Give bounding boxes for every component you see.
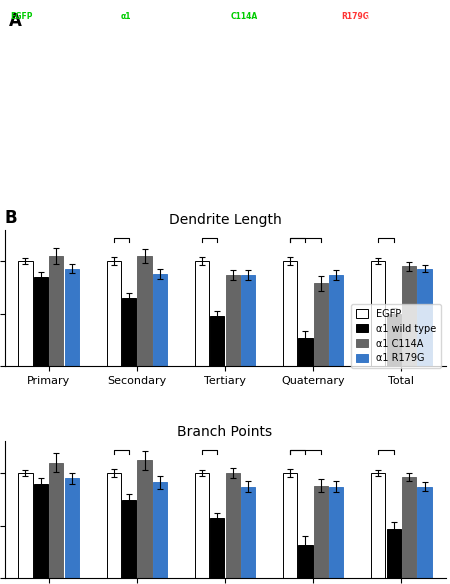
Bar xyxy=(329,275,343,366)
Text: *: * xyxy=(126,515,132,528)
Bar xyxy=(153,274,167,366)
Text: C114A: C114A xyxy=(230,12,258,21)
Bar xyxy=(225,275,240,366)
Bar xyxy=(107,261,121,366)
Text: *: * xyxy=(126,312,132,325)
Text: R179G: R179G xyxy=(341,12,369,21)
Bar xyxy=(298,544,313,578)
Text: *: * xyxy=(391,544,397,557)
Text: *: * xyxy=(302,354,309,367)
Bar xyxy=(18,261,32,366)
Bar xyxy=(210,518,225,578)
Bar xyxy=(329,486,343,578)
Bar xyxy=(402,477,416,578)
Bar xyxy=(18,473,32,578)
Text: /calbindin: /calbindin xyxy=(257,12,299,21)
Legend: EGFP, α1 wild type, α1 C114A, α1 R179G: EGFP, α1 wild type, α1 C114A, α1 R179G xyxy=(351,304,441,369)
Bar xyxy=(314,486,328,578)
Text: /calbindin: /calbindin xyxy=(367,12,410,21)
Bar xyxy=(241,275,255,366)
Bar xyxy=(137,460,152,578)
Text: *: * xyxy=(391,328,397,340)
Bar xyxy=(387,314,401,366)
Bar xyxy=(387,529,401,578)
Bar xyxy=(65,478,79,578)
Bar xyxy=(153,482,167,578)
Bar xyxy=(122,500,136,578)
Text: EGFP: EGFP xyxy=(10,12,32,21)
Title: Branch Points: Branch Points xyxy=(177,425,273,439)
Bar xyxy=(418,269,432,366)
Bar xyxy=(371,473,385,578)
Bar xyxy=(107,473,121,578)
Bar xyxy=(122,298,136,366)
Bar xyxy=(65,269,79,366)
Bar xyxy=(195,473,209,578)
Bar xyxy=(34,484,48,578)
Bar xyxy=(402,266,416,366)
Title: Dendrite Length: Dendrite Length xyxy=(169,213,281,227)
Bar xyxy=(49,463,63,578)
Text: B: B xyxy=(4,208,17,227)
Bar xyxy=(371,261,385,366)
Text: A: A xyxy=(9,12,22,30)
Bar xyxy=(34,277,48,366)
Bar xyxy=(241,486,255,578)
Bar xyxy=(137,256,152,366)
Text: *: * xyxy=(214,329,220,342)
Bar xyxy=(314,283,328,366)
Text: *: * xyxy=(302,561,309,574)
Bar xyxy=(225,473,240,578)
Bar xyxy=(298,338,313,366)
Text: /calbbndin: /calbbndin xyxy=(131,12,176,21)
Bar xyxy=(283,473,297,578)
Bar xyxy=(195,261,209,366)
Bar xyxy=(210,316,225,366)
Bar xyxy=(49,256,63,366)
Text: *: * xyxy=(214,532,220,545)
Text: /calbindin: /calbindin xyxy=(31,12,74,21)
Bar xyxy=(418,486,432,578)
Bar xyxy=(283,261,297,366)
Text: α1: α1 xyxy=(120,12,131,21)
